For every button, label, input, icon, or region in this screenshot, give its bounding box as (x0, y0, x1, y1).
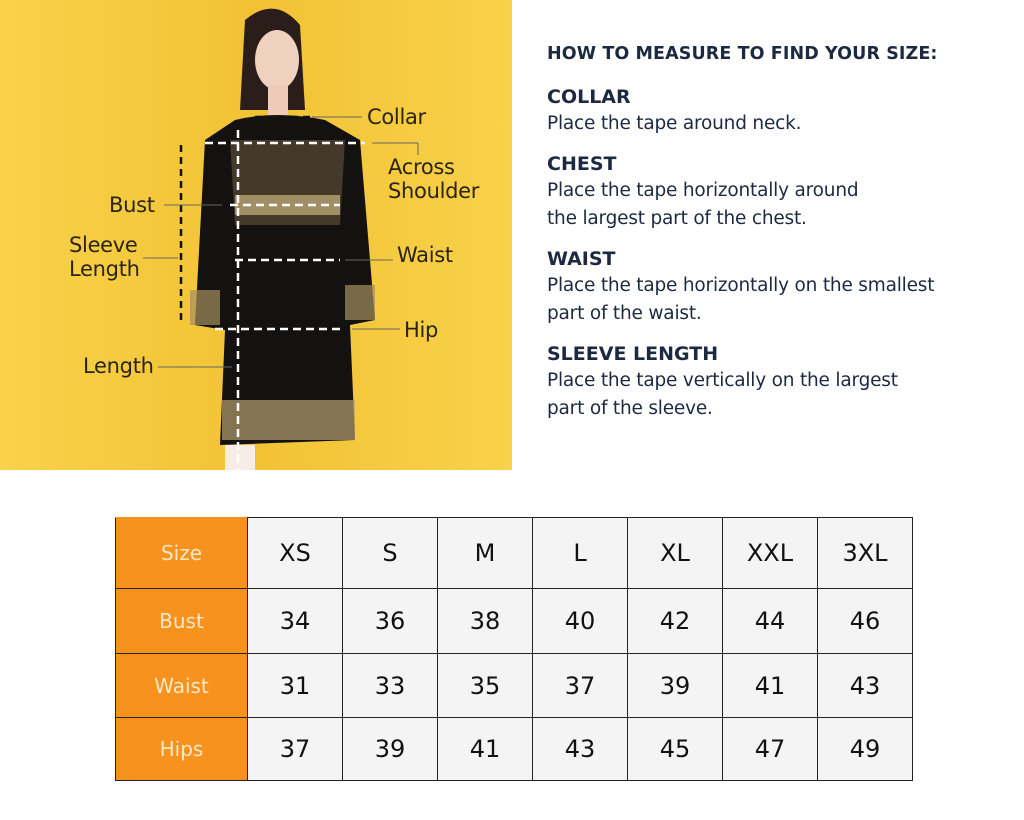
section-text: Place the tape around neck. (547, 113, 802, 134)
model-illustration (0, 0, 512, 470)
label-hip: Hip (404, 318, 439, 342)
table-row: Size XS S M L XL XXL 3XL (115, 517, 913, 589)
row-header: Hips (115, 717, 248, 781)
label-waist: Waist (397, 243, 453, 267)
table-cell: 44 (722, 588, 818, 654)
section-text: Place the tape horizontally around the l… (547, 180, 859, 229)
section-heading: COLLAR (547, 86, 631, 108)
table-cell: 34 (247, 588, 343, 654)
section-heading: WAIST (547, 248, 616, 270)
label-sleeve-length: Sleeve Length (69, 233, 140, 281)
table-cell: 45 (627, 717, 723, 781)
section-text: Place the tape vertically on the largest… (547, 370, 898, 419)
row-header: Waist (115, 653, 248, 718)
table-cell: 3XL (817, 517, 913, 589)
section-text: Place the tape horizontally on the small… (547, 275, 935, 324)
guide-section-collar: COLLAR Place the tape around neck. (547, 84, 1007, 138)
guide-section-waist: WAIST Place the tape horizontally on the … (547, 246, 1007, 328)
size-chart-table: Size XS S M L XL XXL 3XL Bust 34 36 38 40 42 44 46 Waist… (115, 517, 913, 781)
measuring-guide: HOW TO MEASURE TO FIND YOUR SIZE: COLLAR… (547, 44, 1007, 436)
table-cell: 39 (627, 653, 723, 718)
table-cell: S (342, 517, 438, 589)
table-cell: 33 (342, 653, 438, 718)
table-cell: 31 (247, 653, 343, 718)
table-cell: 47 (722, 717, 818, 781)
table-cell: 37 (247, 717, 343, 781)
row-header: Bust (115, 588, 248, 654)
row-header: Size (115, 517, 248, 589)
model-measurement-diagram: Collar Across Shoulder Bust Sleeve Lengt… (0, 0, 512, 470)
table-cell: 43 (817, 653, 913, 718)
table-cell: 40 (532, 588, 628, 654)
table-cell: L (532, 517, 628, 589)
table-cell: 39 (342, 717, 438, 781)
label-across-shoulder: Across Shoulder (388, 155, 480, 203)
table-cell: 37 (532, 653, 628, 718)
table-cell: M (437, 517, 533, 589)
table-cell: 43 (532, 717, 628, 781)
table-cell: 38 (437, 588, 533, 654)
table-cell: 41 (437, 717, 533, 781)
table-cell: XL (627, 517, 723, 589)
table-cell: 41 (722, 653, 818, 718)
guide-section-sleeve-length: SLEEVE LENGTH Place the tape vertically o… (547, 341, 1007, 423)
label-bust: Bust (109, 193, 155, 217)
label-collar: Collar (367, 105, 426, 129)
table-cell: 35 (437, 653, 533, 718)
section-heading: SLEEVE LENGTH (547, 343, 719, 365)
table-cell: 42 (627, 588, 723, 654)
table-cell: XS (247, 517, 343, 589)
table-row: Bust 34 36 38 40 42 44 46 (115, 588, 913, 654)
table-row: Hips 37 39 41 43 45 47 49 (115, 717, 913, 781)
table-row: Waist 31 33 35 37 39 41 43 (115, 653, 913, 718)
table-cell: XXL (722, 517, 818, 589)
table-cell: 36 (342, 588, 438, 654)
section-heading: CHEST (547, 153, 617, 175)
label-length: Length (83, 354, 154, 378)
table-cell: 49 (817, 717, 913, 781)
guide-title: HOW TO MEASURE TO FIND YOUR SIZE: (547, 44, 938, 64)
guide-section-chest: CHEST Place the tape horizontally around … (547, 151, 1007, 233)
table-cell: 46 (817, 588, 913, 654)
